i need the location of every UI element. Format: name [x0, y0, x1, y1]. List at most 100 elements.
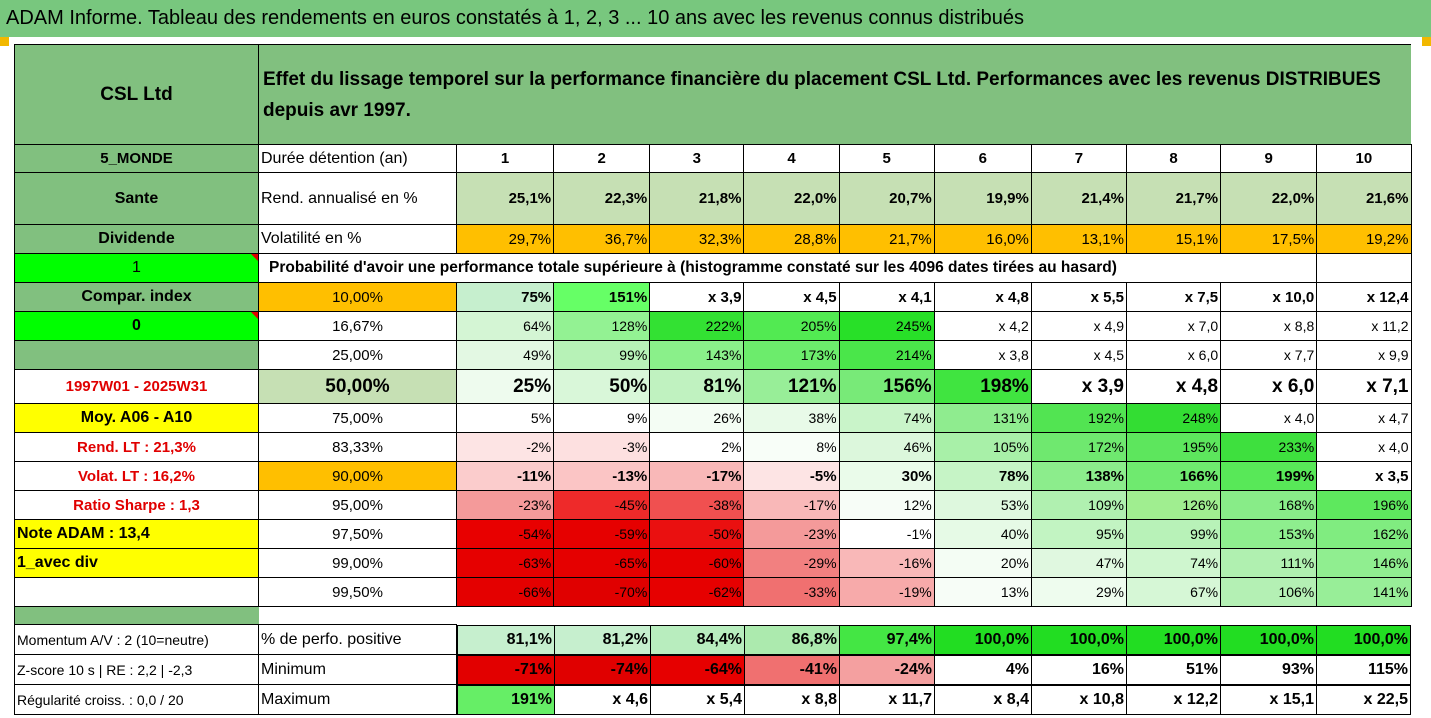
- threshold-percent: 99,00%: [258, 548, 457, 578]
- probability-cell: -33%: [743, 577, 840, 607]
- minimum-cell: -41%: [744, 654, 840, 685]
- annual-return: 25,1%: [455, 172, 555, 225]
- probability-cell: x 9,9: [1316, 340, 1412, 370]
- probability-cell: x 4,8: [1125, 369, 1222, 404]
- threshold-percent: 95,00%: [258, 490, 457, 520]
- minimum-cell: -71%: [457, 654, 555, 685]
- annual-return: 22,0%: [743, 172, 840, 225]
- probability-cell: x 3,9: [1030, 369, 1127, 404]
- positive-share-cell: 100,0%: [934, 624, 1032, 655]
- probability-cell: x 10,0: [1220, 282, 1318, 312]
- probability-row: 1_avec div 99,00% -63% -65% -60% -29% -16% 20% 4…: [14, 548, 1412, 578]
- probability-cell: -17%: [649, 461, 745, 491]
- probability-cell: 126%: [1125, 490, 1222, 520]
- maximum-cell: x 12,2: [1126, 684, 1221, 715]
- probability-cell: -62%: [649, 577, 745, 607]
- probability-cell: -38%: [649, 490, 745, 520]
- probability-cell: 196%: [1316, 490, 1412, 520]
- probability-cell: -23%: [455, 490, 555, 520]
- threshold-percent: 25,00%: [258, 340, 457, 370]
- maximum-cell: x 4,6: [554, 684, 651, 715]
- year-header: 6: [933, 144, 1032, 173]
- probability-cell: x 7,5: [1125, 282, 1222, 312]
- company-name: CSL Ltd: [14, 44, 259, 145]
- probability-cell: 95%: [1030, 519, 1127, 549]
- probability-cell: -54%: [455, 519, 555, 549]
- probability-cell: 162%: [1316, 519, 1412, 549]
- probability-cell: -1%: [838, 519, 935, 549]
- threshold-percent: 97,50%: [258, 519, 457, 549]
- positive-share-cell: 81,1%: [457, 624, 555, 655]
- probability-cell: -23%: [743, 519, 840, 549]
- probability-cell: x 7,1: [1316, 369, 1412, 404]
- annual-return: 22,0%: [1220, 172, 1318, 225]
- volatility-value: 21,7%: [838, 224, 935, 254]
- momentum-label: Momentum A/V : 2 (10=neutre): [14, 624, 259, 655]
- probability-cell: x 4,5: [1030, 340, 1127, 370]
- probability-cell: 5%: [455, 403, 555, 433]
- side-mode: 1_avec div: [14, 548, 259, 578]
- positive-share-cell: 84,4%: [650, 624, 745, 655]
- side-compar: Compar. index: [14, 282, 259, 312]
- probability-cell: 214%: [838, 340, 935, 370]
- minimum-label: Minimum: [258, 654, 457, 685]
- probability-cell: 12%: [838, 490, 935, 520]
- minimum-cell: 115%: [1316, 654, 1411, 685]
- threshold-percent: 83,33%: [258, 432, 457, 462]
- probability-cell: 222%: [649, 311, 745, 341]
- probability-cell: 9%: [553, 403, 651, 433]
- probability-cell: -59%: [553, 519, 651, 549]
- return-label: Rend. annualisé en %: [258, 172, 457, 225]
- threshold-percent: 90,00%: [258, 461, 457, 491]
- probability-cell: x 11,2: [1316, 311, 1412, 341]
- annual-return: 19,9%: [933, 172, 1032, 225]
- sector-label: Sante: [14, 172, 259, 225]
- probability-cell: x 4,8: [933, 282, 1032, 312]
- volatility-label: Volatilité en %: [258, 224, 457, 254]
- probability-cell: 105%: [933, 432, 1032, 462]
- minimum-cell: -74%: [554, 654, 651, 685]
- probability-cell: 75%: [455, 282, 555, 312]
- annual-return: 21,4%: [1030, 172, 1127, 225]
- probability-row: Note ADAM : 13,4 97,50% -54% -59% -50% -23% -1…: [14, 519, 1412, 549]
- side-rend-lt: Rend. LT : 21,3%: [14, 432, 259, 462]
- probability-cell: -13%: [553, 461, 651, 491]
- volatility-value: 19,2%: [1316, 224, 1412, 254]
- probability-cell: 156%: [838, 369, 935, 404]
- threshold-percent: 10,00%: [258, 282, 457, 312]
- year-header: 2: [553, 144, 651, 173]
- probability-cell: 30%: [838, 461, 935, 491]
- probability-cell: 26%: [649, 403, 745, 433]
- side-period: 1997W01 - 2025W31: [14, 369, 259, 404]
- annual-return: 21,7%: [1125, 172, 1222, 225]
- probability-cell: x 3,9: [649, 282, 745, 312]
- probability-cell: -65%: [553, 548, 651, 578]
- type-label: Dividende: [14, 224, 259, 254]
- minimum-cell: 16%: [1031, 654, 1127, 685]
- probability-cell: 198%: [933, 369, 1032, 404]
- side-flag0[interactable]: 0: [14, 311, 259, 341]
- threshold-percent: 16,67%: [258, 311, 457, 341]
- probability-row: Volat. LT : 16,2% 90,00% -11% -13% -17% -5% 30…: [14, 461, 1412, 491]
- positive-share-cell: 100,0%: [1316, 624, 1411, 655]
- threshold-percent: 50,00%: [258, 369, 457, 404]
- probability-cell: 49%: [455, 340, 555, 370]
- positive-share-cell: 97,4%: [839, 624, 935, 655]
- probability-cell: 13%: [933, 577, 1032, 607]
- volatility-value: 28,8%: [743, 224, 840, 254]
- probability-cell: 192%: [1030, 403, 1127, 433]
- positive-share-cell: 86,8%: [744, 624, 840, 655]
- minimum-cell: -24%: [839, 654, 935, 685]
- probability-cell: 121%: [743, 369, 840, 404]
- flag-cell-1[interactable]: 1: [14, 253, 259, 283]
- returns-table: CSL Ltd Effet du lissage temporel sur la…: [14, 44, 1412, 715]
- probability-cell: 153%: [1220, 519, 1318, 549]
- probability-cell: 245%: [838, 311, 935, 341]
- threshold-percent: 75,00%: [258, 403, 457, 433]
- probability-cell: 146%: [1316, 548, 1412, 578]
- description: Effet du lissage temporel sur la perform…: [258, 44, 1411, 145]
- probability-cell: -11%: [455, 461, 555, 491]
- maximum-cell: 191%: [457, 684, 555, 715]
- minimum-cell: 4%: [934, 654, 1032, 685]
- probability-cell: 106%: [1220, 577, 1318, 607]
